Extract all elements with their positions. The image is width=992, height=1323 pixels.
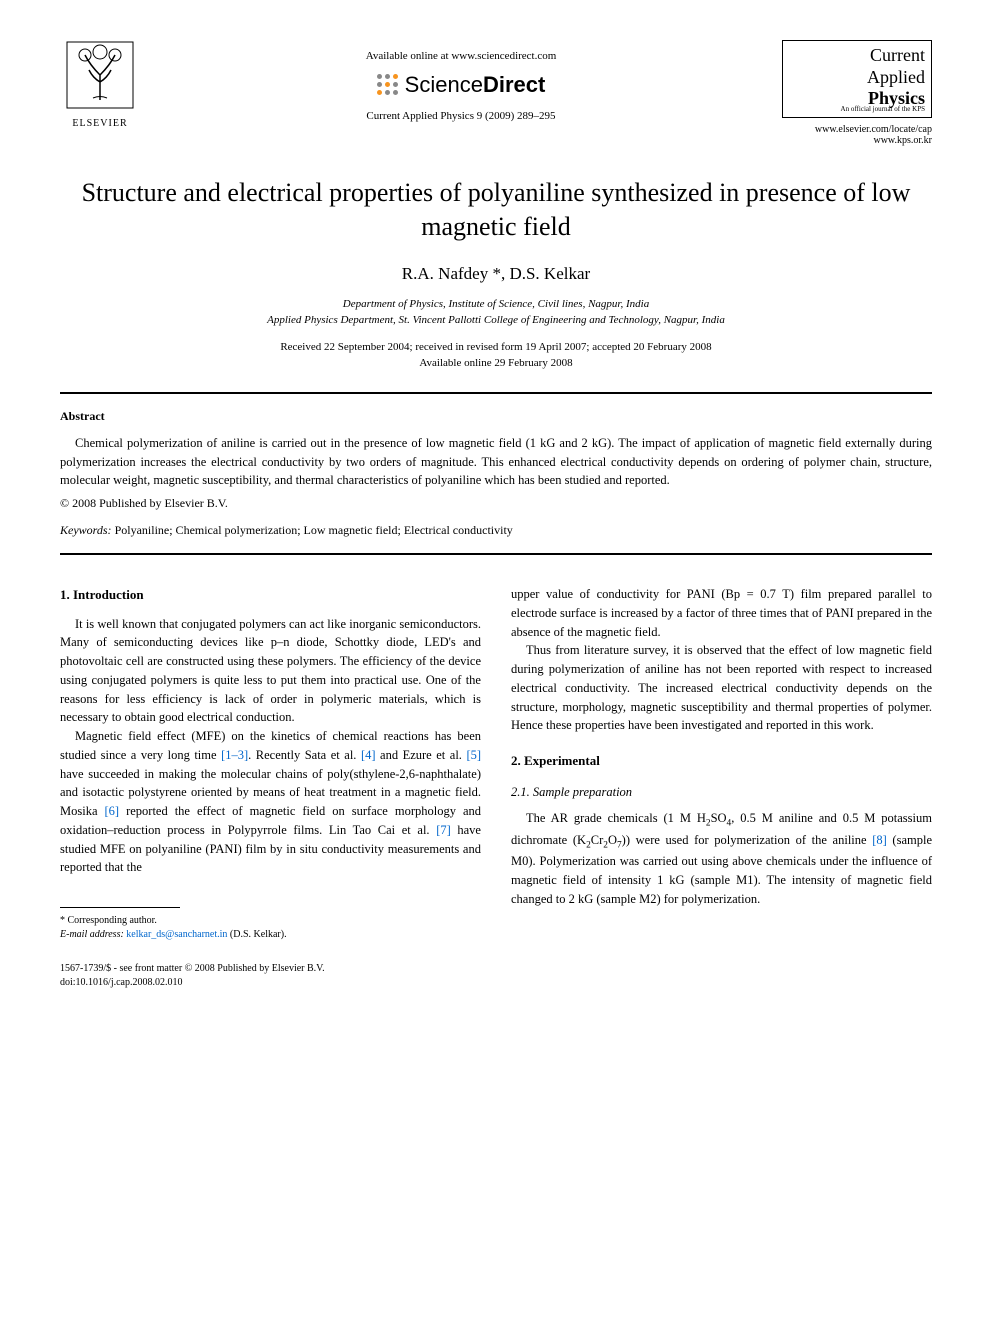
sample-prep-heading: 2.1. Sample preparation: [511, 783, 932, 802]
footnote-block: * Corresponding author. E-mail address: …: [60, 914, 481, 942]
body-columns: 1. Introduction It is well known that co…: [60, 585, 932, 942]
divider-top: [60, 392, 932, 394]
journal-url-2: www.kps.or.kr: [782, 135, 932, 146]
sciencedirect-logo: ScienceDirect: [140, 72, 782, 98]
abstract-heading: Abstract: [60, 409, 932, 424]
doi-line: doi:10.1016/j.cap.2008.02.010: [60, 976, 932, 990]
journal-title-line2: Applied: [789, 67, 925, 89]
ref-link-4[interactable]: [4]: [361, 748, 376, 762]
email-line: E-mail address: kelkar_ds@sancharnet.in …: [60, 928, 481, 942]
corresponding-author: * Corresponding author.: [60, 914, 481, 928]
journal-title-line1: Current: [789, 45, 925, 67]
footnote-separator: [60, 907, 180, 908]
elsevier-label: ELSEVIER: [60, 118, 140, 129]
col2-paragraph-1: upper value of conductivity for PANI (Bp…: [511, 585, 932, 641]
issn-line: 1567-1739/$ - see front matter © 2008 Pu…: [60, 962, 932, 976]
header-row: ELSEVIER Available online at www.science…: [60, 40, 932, 146]
email-suffix: (D.S. Kelkar).: [227, 929, 286, 940]
sciencedirect-dots-icon: [377, 74, 399, 96]
journal-title: Current Applied Physics An official jour…: [782, 40, 932, 118]
affiliation-2: Applied Physics Department, St. Vincent …: [60, 312, 932, 329]
journal-subtitle: An official journal of the KPS: [789, 105, 925, 113]
elsevier-logo-block: ELSEVIER: [60, 40, 140, 129]
center-header: Available online at www.sciencedirect.co…: [140, 40, 782, 122]
sciencedirect-text: ScienceDirect: [405, 72, 546, 98]
column-right: upper value of conductivity for PANI (Bp…: [511, 585, 932, 942]
article-title: Structure and electrical properties of p…: [60, 176, 932, 244]
experimental-heading: 2. Experimental: [511, 751, 932, 771]
ref-link-6[interactable]: [6]: [105, 804, 120, 818]
intro-paragraph-1: It is well known that conjugated polymer…: [60, 615, 481, 728]
intro-heading: 1. Introduction: [60, 585, 481, 605]
email-link[interactable]: kelkar_ds@sancharnet.in: [126, 929, 227, 940]
authors: R.A. Nafdey *, D.S. Kelkar: [60, 264, 932, 284]
bottom-bar: 1567-1739/$ - see front matter © 2008 Pu…: [60, 962, 932, 990]
keywords-list: Polyaniline; Chemical polymerization; Lo…: [112, 523, 513, 537]
intro-paragraph-2: Magnetic field effect (MFE) on the kinet…: [60, 727, 481, 877]
ref-link-1-3[interactable]: [1–3]: [221, 748, 248, 762]
available-online-text: Available online at www.sciencedirect.co…: [140, 50, 782, 62]
elsevier-tree-icon: [65, 40, 135, 110]
dates-line-1: Received 22 September 2004; received in …: [60, 339, 932, 356]
dates-line-2: Available online 29 February 2008: [60, 355, 932, 372]
col2-paragraph-2: Thus from literature survey, it is obser…: [511, 641, 932, 735]
journal-url-1: www.elsevier.com/locate/cap: [782, 124, 932, 135]
journal-urls: www.elsevier.com/locate/cap www.kps.or.k…: [782, 124, 932, 146]
article-dates: Received 22 September 2004; received in …: [60, 339, 932, 372]
experimental-paragraph: The AR grade chemicals (1 M H2SO4, 0.5 M…: [511, 809, 932, 908]
abstract-text: Chemical polymerization of aniline is ca…: [60, 434, 932, 490]
citation-text: Current Applied Physics 9 (2009) 289–295: [140, 110, 782, 122]
email-label: E-mail address:: [60, 929, 126, 940]
abstract-copyright: © 2008 Published by Elsevier B.V.: [60, 496, 932, 511]
ref-link-5[interactable]: [5]: [466, 748, 481, 762]
divider-bottom: [60, 553, 932, 555]
column-left: 1. Introduction It is well known that co…: [60, 585, 481, 942]
keywords-block: Keywords: Polyaniline; Chemical polymeri…: [60, 523, 932, 538]
keywords-label: Keywords:: [60, 523, 112, 537]
affiliations: Department of Physics, Institute of Scie…: [60, 296, 932, 329]
ref-link-8[interactable]: [8]: [872, 833, 887, 847]
journal-box: Current Applied Physics An official jour…: [782, 40, 932, 146]
ref-link-7[interactable]: [7]: [436, 823, 451, 837]
affiliation-1: Department of Physics, Institute of Scie…: [60, 296, 932, 313]
